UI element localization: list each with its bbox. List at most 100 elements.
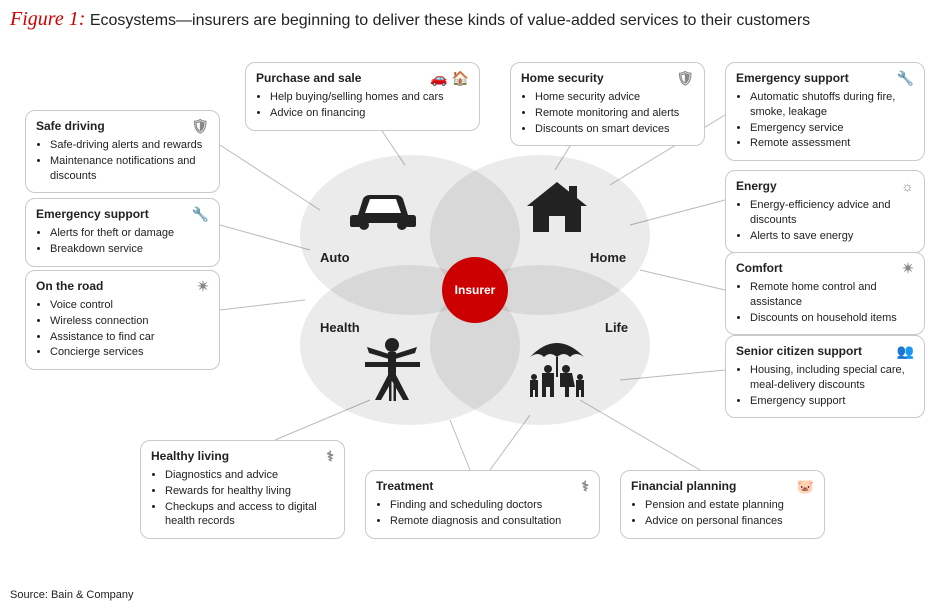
callout-item: Voice control <box>50 298 209 313</box>
callout-title: Senior citizen support👥 <box>736 342 914 361</box>
callout-title: On the road ✴ <box>36 277 209 296</box>
callout-healthy-living: Healthy living ⚕ Diagnostics and adviceRew… <box>140 440 345 539</box>
callout-title-text: Treatment <box>376 478 433 494</box>
callout-title-text: Senior citizen support <box>736 343 862 359</box>
callout-item: Alerts to save energy <box>750 229 914 244</box>
callout-title-text: Emergency support <box>736 70 849 86</box>
callout-item: Checkups and access to digital health re… <box>165 500 334 530</box>
callout-senior-support: Senior citizen support👥 Housing, includin… <box>725 335 925 418</box>
callout-title-text: Safe driving <box>36 118 105 134</box>
callout-title: Treatment ⚕ <box>376 477 589 496</box>
petal-label-life: Life <box>605 320 628 335</box>
callout-title-text: On the road <box>36 278 103 294</box>
callout-title-text: Purchase and sale <box>256 70 361 86</box>
callout-energy: Energy ☼ Energy-efficiency advice and disc… <box>725 170 925 253</box>
callout-icon: ✴ <box>197 277 209 296</box>
callout-item: Diagnostics and advice <box>165 468 334 483</box>
callout-title-text: Home security <box>521 70 604 86</box>
callout-items: Remote home control and assistanceDiscou… <box>736 280 914 326</box>
callout-icon: ☼ <box>901 177 914 196</box>
callout-icon: ⚕ <box>581 477 589 496</box>
petal-label-home: Home <box>590 250 626 265</box>
callout-item: Advice on personal finances <box>645 514 814 529</box>
callout-item: Home security advice <box>535 90 694 105</box>
callout-item: Discounts on smart devices <box>535 122 694 137</box>
figure-number: Figure 1: <box>10 8 85 30</box>
callout-items: Finding and scheduling doctorsRemote dia… <box>376 498 589 529</box>
callout-item: Rewards for healthy living <box>165 484 334 499</box>
house-icon <box>525 180 590 235</box>
center-label: Insurer <box>455 283 496 297</box>
callout-items: Home security adviceRemote monitoring an… <box>521 90 694 137</box>
figure-title: Figure 1: Ecosystems—insurers are beginn… <box>10 8 810 31</box>
figure-caption: Ecosystems—insurers are beginning to del… <box>90 12 810 29</box>
callout-title-text: Comfort <box>736 260 783 276</box>
callout-icon: 🚗 🏠 <box>430 69 469 88</box>
callout-icon: ✴ <box>902 259 914 278</box>
callout-purchase-and-sale: Purchase and sale 🚗 🏠 Help buying/selling … <box>245 62 480 131</box>
callout-item: Remote monitoring and alerts <box>535 106 694 121</box>
callout-items: Alerts for theft or damageBreakdown serv… <box>36 226 209 257</box>
callout-item: Remote diagnosis and consultation <box>390 514 589 529</box>
callout-treatment: Treatment ⚕ Finding and scheduling doctors… <box>365 470 600 539</box>
callout-item: Wireless connection <box>50 314 209 329</box>
callout-title-text: Healthy living <box>151 448 229 464</box>
callout-financial-planning: Financial planning🐷 Pension and estate pl… <box>620 470 825 539</box>
callout-item: Help buying/selling homes and cars <box>270 90 469 105</box>
callout-item: Breakdown service <box>50 242 209 257</box>
petal-label-health: Health <box>320 320 360 335</box>
center-insurer: Insurer <box>442 257 508 323</box>
callout-items: Diagnostics and adviceRewards for health… <box>151 468 334 529</box>
callout-item: Advice on financing <box>270 106 469 121</box>
callout-item: Pension and estate planning <box>645 498 814 513</box>
callout-item: Assistance to find car <box>50 330 209 345</box>
callout-items: Help buying/selling homes and carsAdvice… <box>256 90 469 121</box>
callout-item: Alerts for theft or damage <box>50 226 209 241</box>
callout-items: Energy-efficiency advice and discountsAl… <box>736 198 914 244</box>
callout-icon: 🛡 <box>191 117 209 136</box>
callout-icon: 🐷 <box>797 477 814 496</box>
callout-icon: ⚕ <box>326 447 334 466</box>
car-icon <box>348 187 418 232</box>
callout-home-security: Home security 🛡 Home security adviceRemote… <box>510 62 705 146</box>
vitruvian-icon <box>365 337 420 402</box>
callout-title: Financial planning🐷 <box>631 477 814 496</box>
callout-title-text: Emergency support <box>36 206 149 222</box>
callout-title-text: Energy <box>736 178 777 194</box>
callout-icon: 🔧 <box>897 69 914 88</box>
callout-items: Automatic shutoffs during fire, smoke, l… <box>736 90 914 151</box>
callout-items: Pension and estate planningAdvice on per… <box>631 498 814 529</box>
callout-title: Healthy living ⚕ <box>151 447 334 466</box>
callout-items: Voice controlWireless connectionAssistan… <box>36 298 209 360</box>
callout-item: Remote assessment <box>750 136 914 151</box>
callout-items: Housing, including special care, meal-de… <box>736 363 914 409</box>
venn-diagram: Auto Home Health Life Insurer <box>290 145 660 465</box>
callout-comfort: Comfort ✴ Remote home control and assistan… <box>725 252 925 335</box>
callout-item: Housing, including special care, meal-de… <box>750 363 914 393</box>
callout-title: Energy ☼ <box>736 177 914 196</box>
callout-icon: 🛡 <box>676 69 694 88</box>
callout-title: Home security 🛡 <box>521 69 694 88</box>
callout-items: Safe-driving alerts and rewardsMaintenan… <box>36 138 209 184</box>
callout-item: Energy-efficiency advice and discounts <box>750 198 914 228</box>
callout-on-the-road: On the road ✴ Voice controlWireless connec… <box>25 270 220 370</box>
callout-item: Remote home control and assistance <box>750 280 914 310</box>
callout-item: Emergency service <box>750 121 914 136</box>
callout-item: Discounts on household items <box>750 311 914 326</box>
callout-item: Emergency support <box>750 394 914 409</box>
callout-title: Emergency support 🔧 <box>736 69 914 88</box>
callout-title: Comfort ✴ <box>736 259 914 278</box>
callout-item: Safe-driving alerts and rewards <box>50 138 209 153</box>
callout-title: Safe driving 🛡 <box>36 117 209 136</box>
callout-safe-driving: Safe driving 🛡 Safe-driving alerts and rew… <box>25 110 220 193</box>
umbrella-family-icon <box>520 335 595 400</box>
callout-item: Maintenance notifications and discounts <box>50 154 209 184</box>
callout-item: Concierge services <box>50 345 209 360</box>
callout-title: Purchase and sale 🚗 🏠 <box>256 69 469 88</box>
callout-icon: 🔧 <box>192 205 209 224</box>
callout-item: Finding and scheduling doctors <box>390 498 589 513</box>
callout-title: Emergency support 🔧 <box>36 205 209 224</box>
petal-label-auto: Auto <box>320 250 350 265</box>
source-line: Source: Bain & Company <box>10 589 134 601</box>
callout-emergency-support-auto: Emergency support 🔧 Alerts for theft or da… <box>25 198 220 267</box>
